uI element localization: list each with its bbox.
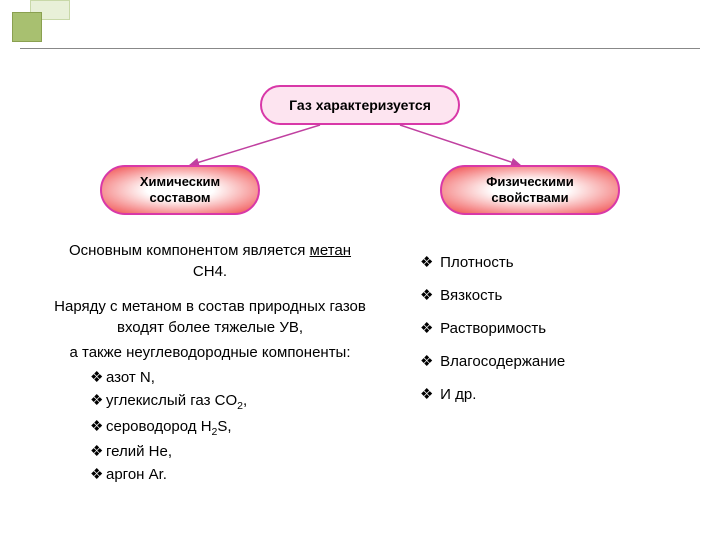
- node-gas-characterized: Газ характеризуется: [260, 85, 460, 125]
- list-item: ❖ Растворимость: [420, 318, 680, 339]
- list-item: ❖азот N,: [90, 367, 370, 388]
- chem-main-component: Основным компонентом является метан CH4.: [50, 240, 370, 282]
- node-physical-properties: Физическими свойствами: [440, 165, 620, 215]
- list-item: ❖ Вязкость: [420, 285, 680, 306]
- list-item: ❖ Влагосодержание: [420, 351, 680, 372]
- list-item: ❖гелий He,: [90, 441, 370, 462]
- list-item: ❖аргон Ar.: [90, 464, 370, 485]
- corner-decoration: [0, 0, 80, 50]
- list-item: ❖сероводород H2S,: [90, 416, 370, 440]
- chem-nonhc: а также неуглеводородные компоненты:: [50, 342, 370, 363]
- node-left-label: Химическим составом: [140, 174, 220, 205]
- header-rule: [20, 48, 700, 49]
- phys-bullet-list: ❖ Плотность ❖ Вязкость ❖ Растворимость ❖ Вл…: [420, 252, 680, 405]
- content-chemical: Основным компонентом является метан CH4.…: [50, 240, 370, 487]
- chem-bullet-list: ❖азот N,❖углекислый газ CO2,❖сероводород…: [90, 367, 370, 485]
- content-physical: ❖ Плотность ❖ Вязкость ❖ Растворимость ❖ Вл…: [420, 240, 680, 417]
- chem-heavy-hc: Наряду с метаном в состав природных газо…: [50, 296, 370, 338]
- node-chemical-composition: Химическим составом: [100, 165, 260, 215]
- list-item: ❖ И др.: [420, 384, 680, 405]
- list-item: ❖ Плотность: [420, 252, 680, 273]
- node-top-label: Газ характеризуется: [289, 97, 431, 114]
- list-item: ❖углекислый газ CO2,: [90, 390, 370, 414]
- deco-square-dark: [12, 12, 42, 42]
- node-right-label: Физическими свойствами: [486, 174, 573, 205]
